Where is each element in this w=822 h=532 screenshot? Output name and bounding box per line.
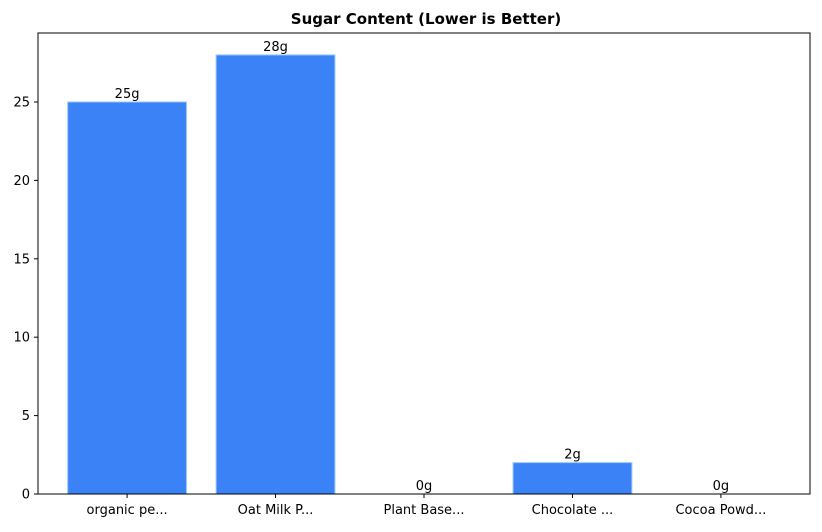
y-tick-label: 10: [13, 331, 30, 346]
data-label: 28g: [263, 40, 288, 55]
data-label: 0g: [416, 479, 433, 494]
y-tick-label: 20: [13, 174, 30, 189]
plot-area: 25g organic pe... 28g Oat Milk P... 0g Plant …: [13, 32, 811, 518]
y-tick-label: 25: [13, 95, 30, 110]
plot-frame: [37, 32, 811, 495]
data-label: 2g: [564, 448, 581, 463]
x-tick-label: Cocoa Powd...: [675, 503, 766, 518]
bar: [512, 462, 633, 495]
bar: [215, 54, 336, 495]
y-tick-label: 15: [13, 252, 30, 267]
y-tick-label: 0: [22, 488, 30, 503]
x-tick-label: Plant Base...: [384, 503, 465, 518]
data-label: 25g: [115, 87, 140, 102]
data-label: 0g: [713, 479, 730, 494]
y-tick-label: 5: [22, 409, 30, 424]
chart-title: Sugar Content (Lower is Better): [291, 10, 561, 28]
x-tick-label: organic pe...: [87, 503, 168, 518]
x-tick-label: Oat Milk P...: [238, 503, 314, 518]
x-tick-label: Chocolate ...: [532, 503, 614, 518]
bar: [67, 101, 187, 495]
